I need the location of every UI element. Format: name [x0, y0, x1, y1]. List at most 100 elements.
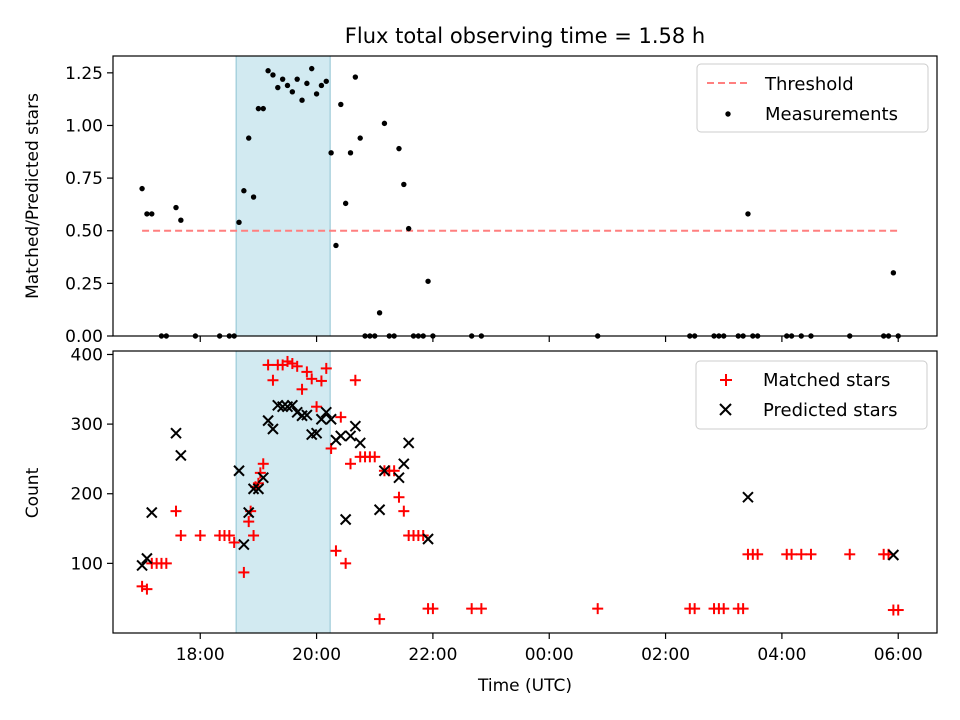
predicted-star-marker	[286, 399, 299, 412]
count-y-tick-label: 200	[71, 485, 103, 505]
matched-star-marker	[466, 603, 478, 615]
count-x-tick-label: 04:00	[757, 645, 806, 665]
measurements-legend-label: Measurements	[765, 104, 898, 125]
predicted-star-marker	[310, 427, 323, 439]
measurement-point	[265, 68, 271, 74]
measurement-point	[745, 211, 751, 217]
count-x-tick-label: 18:00	[176, 645, 225, 665]
predicted-star-marker	[315, 413, 328, 425]
count-y-axis-label: Count	[23, 467, 43, 518]
matched-star-marker	[238, 566, 250, 578]
matched-star-marker	[427, 603, 439, 615]
predicted-legend-label: Predicted stars	[763, 400, 897, 421]
predicted-star-marker	[339, 513, 352, 526]
predicted-star-marker	[398, 458, 410, 470]
predicted-star-marker	[233, 465, 245, 477]
measurement-point	[313, 91, 320, 97]
matched-star-marker	[345, 458, 357, 470]
predicted-star-marker	[325, 413, 337, 425]
measurement-point	[396, 145, 402, 152]
matched-star-marker	[844, 548, 856, 560]
matched-star-marker	[141, 583, 153, 595]
matched-star-marker	[160, 557, 172, 569]
count-y-tick-label: 100	[71, 554, 103, 574]
ratio-y-tick-label: 1.25	[65, 64, 103, 84]
predicted-star-marker	[267, 423, 279, 435]
matched-star-marker	[291, 360, 303, 372]
measurement-point	[178, 217, 184, 223]
count-legend: Matched stars Predicted stars	[695, 360, 928, 430]
count-x-tick-label: 22:00	[408, 645, 457, 665]
predicted-star-marker	[141, 552, 153, 565]
count-x-tick-label: 06:00	[874, 645, 923, 665]
measurement-point	[376, 310, 383, 316]
predicted-star-marker	[344, 430, 357, 442]
measurement-point	[401, 181, 407, 188]
measurement-point	[425, 278, 431, 284]
predicted-star-marker	[335, 430, 347, 442]
matched-star-marker	[752, 548, 764, 560]
matched-star-marker	[369, 451, 381, 463]
matched-star-marker	[805, 548, 817, 560]
matched-star-marker	[170, 505, 182, 517]
matched-star-marker	[349, 374, 361, 386]
matched-star-marker	[388, 465, 400, 477]
matched-star-marker	[475, 603, 487, 615]
predicted-star-marker	[170, 427, 182, 439]
measurement-point	[333, 242, 339, 249]
predicted-star-marker	[422, 533, 434, 545]
matched-star-marker	[315, 375, 327, 387]
matched-star-marker	[737, 603, 749, 615]
matched-star-marker	[248, 530, 260, 542]
measurement-point	[323, 78, 329, 84]
matched-star-marker	[330, 545, 342, 557]
measurement-point	[270, 72, 276, 78]
count-x-tick-label: 20:00	[292, 645, 341, 665]
matched-star-marker	[306, 373, 318, 385]
ratio-legend-frame	[696, 63, 929, 133]
measurement-point	[309, 65, 315, 72]
matched-star-marker	[228, 536, 240, 548]
matched-star-marker	[223, 530, 235, 542]
matched-stars-markers	[136, 355, 904, 625]
matched-star-marker	[311, 401, 323, 413]
matched-star-marker	[718, 603, 730, 615]
predicted-star-marker	[175, 449, 187, 462]
predicted-legend-swatch	[719, 403, 732, 416]
measurement-point	[342, 200, 349, 207]
predicted-star-marker	[373, 504, 386, 516]
matched-star-marker	[592, 603, 604, 615]
count-y-tick-label: 300	[71, 415, 103, 435]
ratio-axes: 0.00 0.25 0.50 0.75 1.00 1.25	[65, 55, 938, 347]
chart-title: Flux total observing time = 1.58 h	[345, 24, 705, 48]
matched-star-marker	[281, 355, 293, 367]
predicted-star-marker	[136, 559, 148, 572]
matched-star-marker	[786, 548, 798, 560]
predicted-star-marker	[402, 437, 415, 449]
matched-star-marker	[257, 458, 269, 470]
predicted-star-marker	[378, 465, 391, 477]
matched-star-marker	[689, 603, 701, 615]
measurement-point	[260, 105, 266, 112]
measurement-point	[241, 188, 247, 194]
predicted-star-marker	[276, 400, 289, 413]
matched-star-marker	[252, 477, 264, 489]
matched-star-marker	[262, 359, 274, 371]
matched-star-marker	[335, 411, 347, 423]
ratio-y-tick-label: 0.75	[65, 169, 103, 189]
ratio-panel: 0.00 0.25 0.50 0.75 1.00 1.25 Matched/Predict…	[23, 55, 938, 347]
measurements-legend-swatch	[725, 111, 731, 117]
predicted-star-marker	[262, 414, 274, 427]
predicted-star-marker	[887, 549, 900, 561]
matched-star-marker	[320, 362, 332, 374]
matched-star-marker	[254, 467, 266, 479]
measurement-point	[328, 150, 334, 156]
predicted-star-marker	[349, 420, 362, 432]
measurement-point	[149, 211, 155, 217]
measurement-point	[405, 225, 412, 232]
ratio-frame	[112, 55, 938, 337]
predicted-star-marker	[257, 472, 269, 484]
ratio-y-axis-label: Matched/Predicted stars	[23, 93, 43, 299]
measurement-point	[144, 211, 150, 217]
